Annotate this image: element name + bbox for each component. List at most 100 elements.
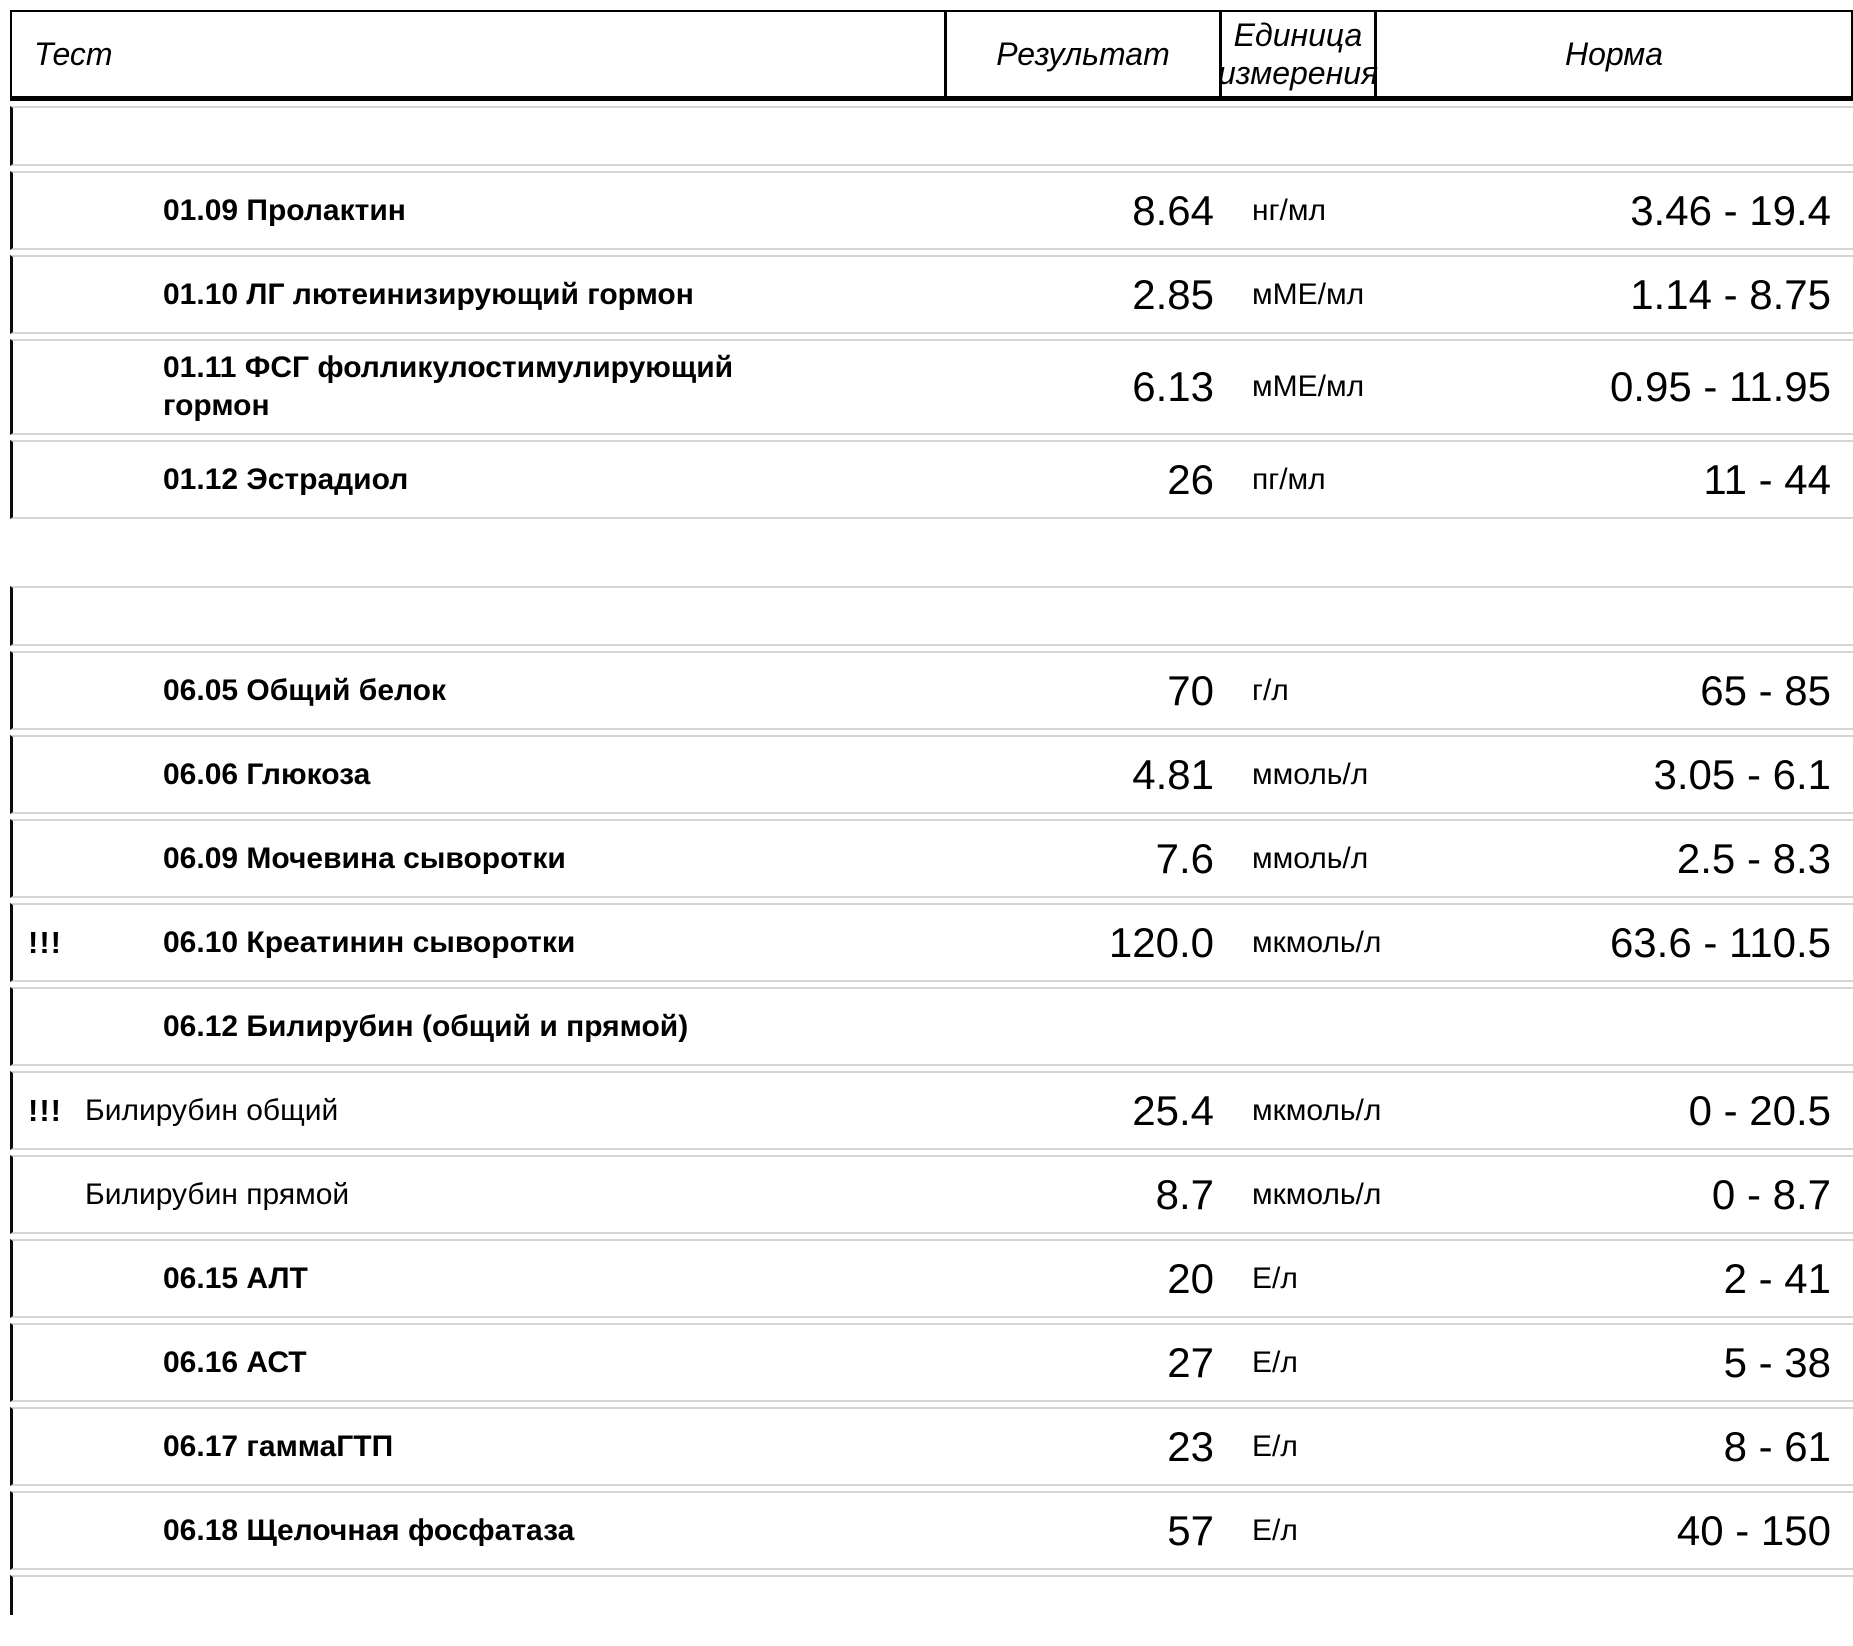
norm-range: 0.95 - 11.95 (1609, 363, 1831, 410)
abnormal-flag: !!! (28, 1092, 62, 1128)
unit-value: мкмоль/л (1252, 925, 1382, 959)
norm-range: 2.5 - 8.3 (1676, 834, 1831, 882)
section-spacer-row (10, 586, 1853, 646)
test-name: 06.06 Глюкоза (163, 757, 371, 791)
test-cell: 01.12 Эстрадиол (13, 453, 945, 507)
unit-value: Е/л (1252, 1429, 1298, 1463)
unit-value: Е/л (1252, 1513, 1298, 1547)
table-row: 06.16 АСТ 27 Е/л 5 - 38 (10, 1323, 1853, 1402)
norm-range: 0 - 8.7 (1711, 1170, 1831, 1218)
result-value: 57 (1167, 1506, 1214, 1554)
unit-value: мМЕ/мл (1252, 370, 1365, 403)
table-row: 06.17 гаммаГТП 23 Е/л 8 - 61 (10, 1407, 1853, 1486)
table-row: 01.12 Эстрадиол 26 пг/мл 11 - 44 (10, 440, 1853, 519)
result-value: 20 (1167, 1254, 1214, 1302)
table-row: Билирубин прямой 8.7 мкмоль/л 0 - 8.7 (10, 1155, 1853, 1234)
result-value: 27 (1167, 1338, 1214, 1386)
test-name: 06.10 Креатинин сыворотки (163, 925, 576, 959)
norm-range: 11 - 44 (1703, 455, 1831, 503)
test-cell: 06.16 АСТ (13, 1336, 945, 1390)
test-cell: 01.10 ЛГ лютеинизирующий гормон (13, 268, 945, 322)
test-cell: 06.12 Билирубин (общий и прямой) (13, 1000, 945, 1054)
table-row: 01.11 ФСГ фолликулостимулирующий гормон … (10, 339, 1853, 435)
norm-range: 3.05 - 6.1 (1653, 750, 1831, 798)
table-row: 06.15 АЛТ 20 Е/л 2 - 41 (10, 1239, 1853, 1318)
result-value: 25.4 (1132, 1086, 1214, 1134)
test-cell: 01.11 ФСГ фолликулостимулирующий гормон (13, 341, 945, 433)
test-name: 06.12 Билирубин (общий и прямой) (163, 1009, 689, 1043)
test-name: 06.17 гаммаГТП (163, 1429, 394, 1463)
test-name: 06.09 Мочевина сыворотки (163, 841, 566, 875)
norm-range: 40 - 150 (1676, 1506, 1831, 1554)
table-row: 01.10 ЛГ лютеинизирующий гормон 2.85 мМЕ… (10, 255, 1853, 334)
table-row: 06.06 Глюкоза 4.81 ммоль/л 3.05 - 6.1 (10, 735, 1853, 814)
test-cell: Билирубин прямой (13, 1168, 945, 1222)
norm-range: 63.6 - 110.5 (1609, 918, 1831, 966)
test-cell: 06.05 Общий белок (13, 664, 945, 718)
result-value: 7.6 (1155, 834, 1214, 882)
test-cell: 06.06 Глюкоза (13, 748, 945, 802)
result-value: 26 (1167, 455, 1214, 503)
column-header-test: Тест (34, 35, 113, 72)
norm-range: 0 - 20.5 (1688, 1086, 1831, 1134)
table-body: 01.09 Пролактин 8.64 нг/мл 3.46 - 19.4 0… (10, 106, 1853, 1570)
test-name: 06.05 Общий белок (163, 673, 447, 707)
test-cell: !!! Билирубин общий (13, 1084, 945, 1138)
abnormal-flag: !!! (28, 924, 62, 960)
test-name: 01.12 Эстрадиол (163, 462, 409, 496)
table-header-row: Тест Результат Единица измерения Норма (10, 10, 1853, 101)
cutoff-row-stub (10, 1575, 1853, 1615)
table-row: 06.09 Мочевина сыворотки 7.6 ммоль/л 2.5… (10, 819, 1853, 898)
section-gap (10, 519, 1853, 581)
norm-range: 1.14 - 8.75 (1630, 270, 1831, 318)
table-row: 06.05 Общий белок 70 г/л 65 - 85 (10, 651, 1853, 730)
unit-value: пг/мл (1252, 462, 1326, 496)
column-header-unit: Единица измерения (1218, 12, 1378, 96)
test-cell: 01.09 Пролактин (13, 184, 945, 238)
table-row: 06.18 Щелочная фосфатаза 57 Е/л 40 - 150 (10, 1491, 1853, 1570)
result-value: 6.13 (1132, 363, 1214, 410)
unit-value: Е/л (1252, 1261, 1298, 1295)
result-value: 2.85 (1132, 270, 1214, 318)
norm-range: 5 - 38 (1723, 1338, 1831, 1386)
table-row: !!! Билирубин общий 25.4 мкмоль/л 0 - 20… (10, 1071, 1853, 1150)
test-cell: 06.17 гаммаГТП (13, 1420, 945, 1474)
test-name: Билирубин прямой (85, 1177, 350, 1211)
test-cell: !!! 06.10 Креатинин сыворотки (13, 916, 945, 970)
result-value: 120.0 (1108, 918, 1214, 966)
column-header-norm: Норма (1374, 12, 1851, 96)
test-name: 01.11 ФСГ фолликулостимулирующий гормон (163, 351, 734, 422)
norm-range: 3.46 - 19.4 (1630, 186, 1831, 234)
unit-value: нг/мл (1252, 193, 1326, 227)
result-value: 8.7 (1155, 1170, 1214, 1218)
result-value: 4.81 (1132, 750, 1214, 798)
unit-value: мМЕ/мл (1252, 277, 1365, 311)
result-value: 70 (1167, 666, 1214, 714)
test-name: 06.16 АСТ (163, 1345, 307, 1379)
test-name: 06.15 АЛТ (163, 1261, 308, 1295)
test-name: Билирубин общий (85, 1093, 339, 1127)
column-header-result: Результат (944, 12, 1219, 96)
table-row: 06.12 Билирубин (общий и прямой) (10, 987, 1853, 1066)
result-value: 8.64 (1132, 186, 1214, 234)
unit-value: Е/л (1252, 1345, 1298, 1379)
norm-range: 8 - 61 (1723, 1422, 1831, 1470)
unit-value: ммоль/л (1252, 757, 1369, 791)
section-spacer-row (10, 106, 1853, 166)
unit-value: мкмоль/л (1252, 1177, 1382, 1211)
table-section: 01.09 Пролактин 8.64 нг/мл 3.46 - 19.4 0… (10, 106, 1853, 519)
test-cell: 06.18 Щелочная фосфатаза (13, 1504, 945, 1558)
norm-range: 2 - 41 (1723, 1254, 1831, 1302)
table-section: 06.05 Общий белок 70 г/л 65 - 85 06.06 Г… (10, 586, 1853, 1570)
lab-report-table: Тест Результат Единица измерения Норма 0… (10, 10, 1853, 1615)
norm-range: 65 - 85 (1700, 666, 1831, 714)
test-name: 01.10 ЛГ лютеинизирующий гормон (163, 277, 694, 311)
test-name: 01.09 Пролактин (163, 193, 406, 227)
test-cell: 06.09 Мочевина сыворотки (13, 832, 945, 886)
table-row: !!! 06.10 Креатинин сыворотки 120.0 мкмо… (10, 903, 1853, 982)
unit-value: ммоль/л (1252, 841, 1369, 875)
table-row: 01.09 Пролактин 8.64 нг/мл 3.46 - 19.4 (10, 171, 1853, 250)
test-name: 06.18 Щелочная фосфатаза (163, 1513, 575, 1547)
result-value: 23 (1167, 1422, 1214, 1470)
test-cell: 06.15 АЛТ (13, 1252, 945, 1306)
